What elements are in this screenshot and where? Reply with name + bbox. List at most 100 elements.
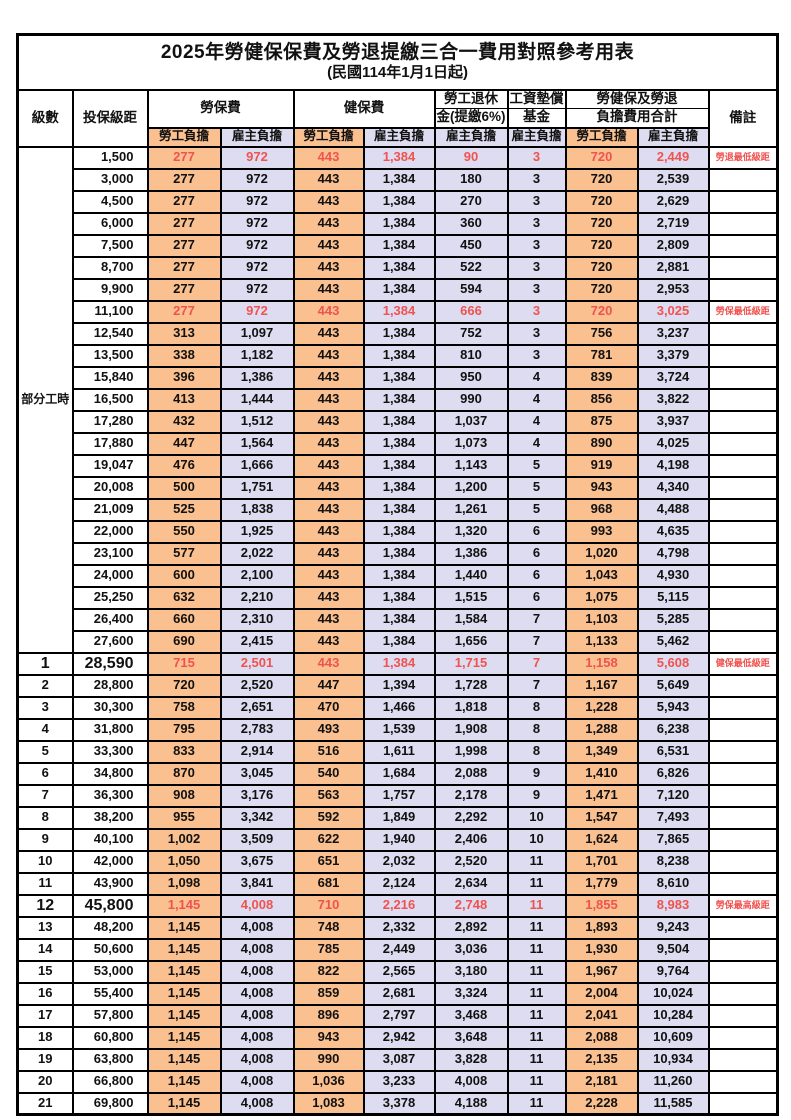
labor-employee-cell: 715 [146, 651, 222, 676]
health-employee-cell: 443 [292, 497, 365, 522]
table-row: 27,600 690 2,415 443 1,384 1,656 7 1,133… [18, 629, 779, 654]
labor-employer-cell: 3,509 [219, 827, 295, 852]
wage-fund-cell: 3 [506, 299, 567, 324]
health-employee-cell: 822 [292, 959, 365, 984]
labor-employer-cell: 2,914 [219, 739, 295, 764]
table-row: 25,250 632 2,210 443 1,384 1,515 6 1,075… [18, 585, 779, 610]
note-cell [707, 1047, 779, 1072]
total-employer-cell: 4,635 [636, 519, 710, 544]
table-row: 19,047 476 1,666 443 1,384 1,143 5 919 4… [18, 453, 779, 478]
level-cell: 11 [16, 871, 74, 896]
total-employee-cell: 720 [564, 233, 639, 258]
bracket-cell: 16,500 [71, 387, 149, 412]
labor-employer-cell: 2,520 [219, 673, 295, 698]
health-employer-cell: 3,233 [362, 1069, 436, 1094]
level-cell: 15 [16, 959, 74, 984]
total-employer-cell: 6,531 [636, 739, 710, 764]
health-employer-cell: 1,384 [362, 387, 436, 412]
health-employer-cell: 1,384 [362, 541, 436, 566]
labor-employer-cell: 4,008 [219, 1003, 295, 1028]
labor-employer-cell: 4,008 [219, 1069, 295, 1094]
total-employer-cell: 11,260 [636, 1069, 710, 1094]
labor-employee-cell: 1,145 [146, 959, 222, 984]
labor-employee-cell: 1,050 [146, 849, 222, 874]
labor-employer-cell: 972 [219, 167, 295, 192]
labor-employer-cell: 2,310 [219, 607, 295, 632]
note-cell [707, 739, 779, 764]
labor-employee-cell: 277 [146, 233, 222, 258]
subheader-labor-employer: 雇主負擔 [219, 126, 295, 148]
note-cell [707, 563, 779, 588]
wage-fund-cell: 9 [506, 761, 567, 786]
table-row: 部分工時 1,500 277 972 443 1,384 90 3 720 2,… [16, 145, 779, 654]
wage-fund-cell: 6 [506, 585, 567, 610]
total-employee-cell: 1,624 [564, 827, 639, 852]
note-cell [707, 629, 779, 654]
pension-employer-cell: 1,386 [433, 541, 509, 566]
labor-employer-cell: 972 [219, 255, 295, 280]
health-employee-cell: 622 [292, 827, 365, 852]
labor-employer-cell: 1,097 [219, 321, 295, 346]
pension-employer-cell: 4,188 [433, 1091, 509, 1116]
wage-fund-cell: 5 [506, 453, 567, 478]
bracket-cell: 43,900 [71, 871, 149, 896]
table-row: 17 57,800 1,145 4,008 896 2,797 3,468 11… [16, 1003, 779, 1028]
health-employer-cell: 1,384 [362, 321, 436, 346]
bracket-cell: 24,000 [71, 563, 149, 588]
bracket-cell: 48,200 [71, 915, 149, 940]
pension-employer-cell: 1,728 [433, 673, 509, 698]
health-employer-cell: 1,757 [362, 783, 436, 808]
labor-employee-cell: 500 [146, 475, 222, 500]
total-employee-cell: 720 [564, 145, 639, 170]
note-cell [707, 343, 779, 368]
total-employer-cell: 10,934 [636, 1047, 710, 1072]
health-employer-cell: 1,940 [362, 827, 436, 852]
total-employee-cell: 1,855 [564, 893, 639, 918]
pension-employer-cell: 1,656 [433, 629, 509, 654]
health-employee-cell: 443 [292, 167, 365, 192]
total-employee-cell: 968 [564, 497, 639, 522]
pension-employer-cell: 2,892 [433, 915, 509, 940]
note-cell [707, 695, 779, 720]
pension-employer-cell: 2,292 [433, 805, 509, 830]
bracket-cell: 22,000 [71, 519, 149, 544]
labor-employee-cell: 1,145 [146, 1069, 222, 1094]
total-employer-cell: 3,937 [636, 409, 710, 434]
total-employer-cell: 2,539 [636, 167, 710, 192]
note-cell [707, 805, 779, 830]
col-header-fund-line2: 基金 [506, 108, 567, 129]
table-row: 20,008 500 1,751 443 1,384 1,200 5 943 4… [18, 475, 779, 500]
health-employee-cell: 447 [292, 673, 365, 698]
total-employee-cell: 2,228 [564, 1091, 639, 1116]
health-employee-cell: 443 [292, 387, 365, 412]
wage-fund-cell: 11 [506, 915, 567, 940]
bracket-cell: 50,600 [71, 937, 149, 962]
pension-employer-cell: 1,818 [433, 695, 509, 720]
health-employee-cell: 785 [292, 937, 365, 962]
health-employer-cell: 1,684 [362, 761, 436, 786]
col-header-bracket: 投保級距 [71, 88, 149, 148]
table-row: 9 40,100 1,002 3,509 622 1,940 2,406 10 … [16, 827, 779, 852]
health-employee-cell: 443 [292, 519, 365, 544]
wage-fund-cell: 8 [506, 739, 567, 764]
wage-fund-cell: 8 [506, 717, 567, 742]
labor-employee-cell: 277 [146, 211, 222, 236]
note-cell [707, 233, 779, 258]
total-employee-cell: 839 [564, 365, 639, 390]
total-employer-cell: 3,822 [636, 387, 710, 412]
wage-fund-cell: 3 [506, 277, 567, 302]
note-cell [707, 409, 779, 434]
wage-fund-cell: 4 [506, 387, 567, 412]
pension-employer-cell: 3,324 [433, 981, 509, 1006]
labor-employee-cell: 577 [146, 541, 222, 566]
total-employer-cell: 7,493 [636, 805, 710, 830]
bracket-cell: 20,008 [71, 475, 149, 500]
total-employee-cell: 1,228 [564, 695, 639, 720]
table-row: 6 34,800 870 3,045 540 1,684 2,088 9 1,4… [16, 761, 779, 786]
total-employee-cell: 993 [564, 519, 639, 544]
labor-employee-cell: 396 [146, 365, 222, 390]
total-employee-cell: 2,041 [564, 1003, 639, 1028]
labor-employee-cell: 277 [146, 167, 222, 192]
table-row: 11,100 277 972 443 1,384 666 3 720 3,025… [18, 299, 779, 324]
labor-employee-cell: 870 [146, 761, 222, 786]
